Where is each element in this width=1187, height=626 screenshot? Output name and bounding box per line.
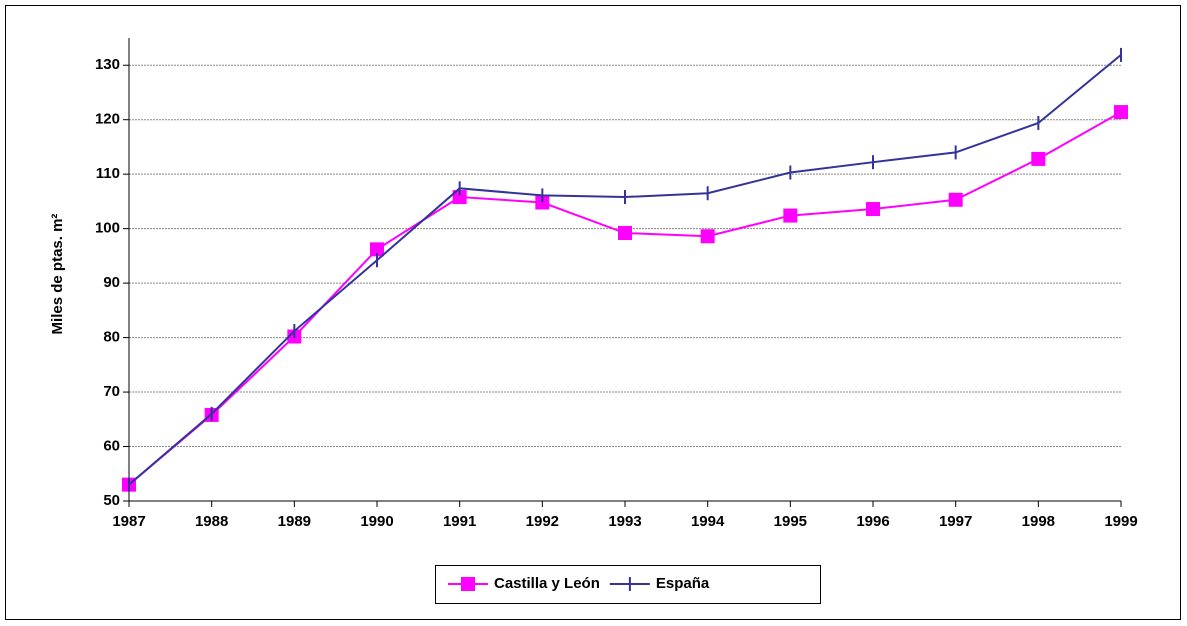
x-tick-label: 1991 [443,513,476,530]
x-tick-label: 1995 [774,513,807,530]
y-tick-label: 90 [103,274,120,291]
x-tick-label: 1994 [691,513,725,530]
x-tick-label: 1987 [112,513,145,530]
y-tick-label: 70 [103,383,120,400]
x-tick-label: 1993 [608,513,641,530]
chart-border [5,5,1181,620]
marker [700,229,715,244]
marker [370,242,384,257]
x-tick-label: 1996 [856,513,889,530]
y-tick-label: 130 [95,56,120,73]
legend-marker [461,577,475,591]
marker [783,208,798,223]
x-tick-label: 1992 [526,513,559,530]
x-tick-label: 1990 [360,513,393,530]
marker [1114,105,1128,120]
x-tick-label: 1999 [1104,513,1137,530]
legend-label: España [656,575,710,592]
marker [948,192,963,207]
y-tick-label: 50 [103,492,120,509]
x-tick-label: 1997 [939,513,972,530]
legend-label: Castilla y León [494,575,600,592]
marker [535,195,550,210]
y-tick-label: 100 [95,220,120,237]
y-tick-label: 110 [96,165,120,182]
y-tick-label: 120 [95,111,120,128]
y-axis-label: Miles de ptas. m² [49,214,66,335]
marker [1031,151,1046,166]
y-tick-label: 60 [103,437,120,454]
marker [866,202,880,217]
x-tick-label: 1989 [278,513,311,530]
x-tick-label: 1998 [1022,513,1055,530]
y-tick-label: 80 [103,329,120,346]
marker [618,226,632,241]
marker [452,190,467,205]
x-tick-label: 1988 [195,513,228,530]
